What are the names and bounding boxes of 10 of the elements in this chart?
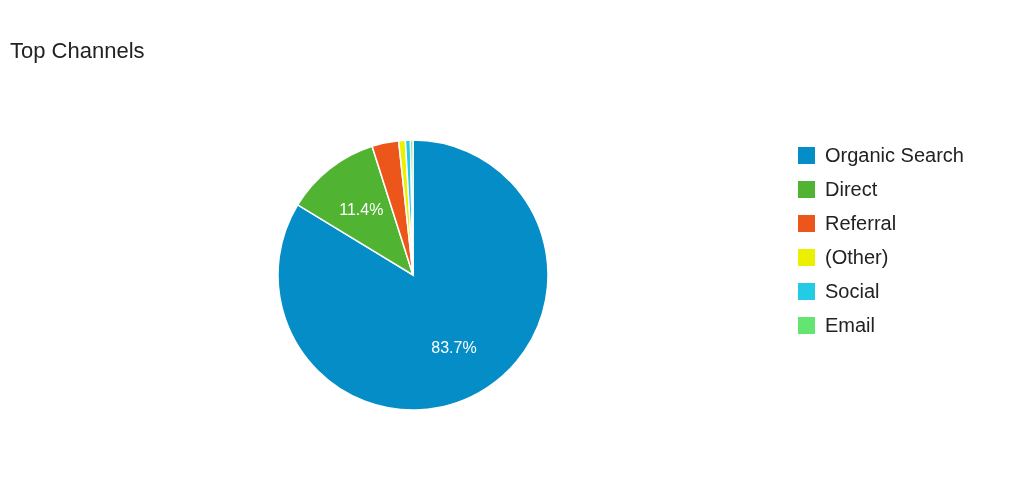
legend-label: (Other) — [825, 245, 889, 269]
legend-label: Organic Search — [825, 143, 964, 167]
data-label: 83.7% — [431, 339, 477, 357]
legend-label: Email — [825, 313, 876, 337]
pie-slice — [277, 139, 549, 411]
legend-label: Social — [825, 279, 880, 303]
legend-label: Direct — [825, 177, 878, 201]
legend-label: Referral — [825, 211, 897, 235]
data-label: 11.4% — [339, 200, 384, 218]
text: Top Channels — [10, 38, 145, 64]
